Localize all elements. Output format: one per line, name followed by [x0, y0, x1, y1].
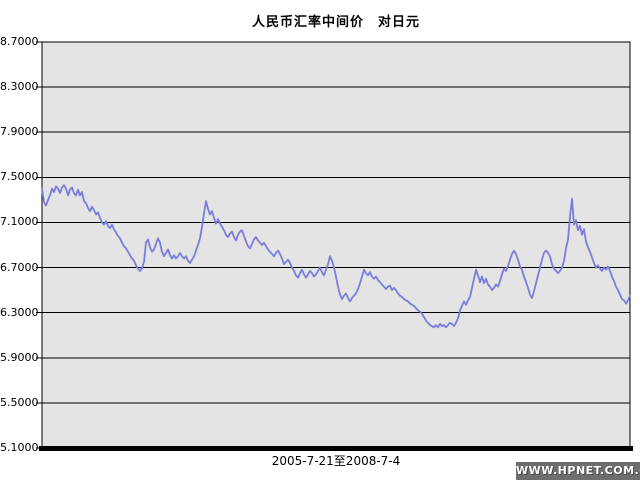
watermark: WWW.HPNET.COM.CN — [516, 462, 640, 480]
y-axis-tick-label: 6.7000 — [0, 260, 39, 274]
y-axis-labels: 8.7000 8.3000 7.9000 7.5000 7.1000 6.7000 6.30… — [0, 0, 39, 480]
y-axis-tick-label: 5.1000 — [0, 441, 39, 454]
y-axis-tick-label: 7.9000 — [0, 125, 39, 139]
y-axis-tick-label: 5.9000 — [0, 350, 39, 364]
y-axis-tick-label: 8.3000 — [0, 80, 39, 94]
y-axis-tick-label: 8.7000 — [0, 35, 39, 48]
x-axis-range-label: 2005-7-21至2008-7-4 — [271, 454, 401, 468]
chart-title: 人民币汇率中间价 对日元 — [251, 15, 420, 30]
rate-line-series — [41, 184, 631, 329]
y-axis-tick-label: 5.5000 — [0, 395, 39, 409]
y-axis-tick-label: 7.5000 — [0, 170, 39, 184]
y-axis-tick-label: 7.1000 — [0, 215, 39, 229]
y-axis-tick-label: 6.3000 — [0, 305, 39, 319]
